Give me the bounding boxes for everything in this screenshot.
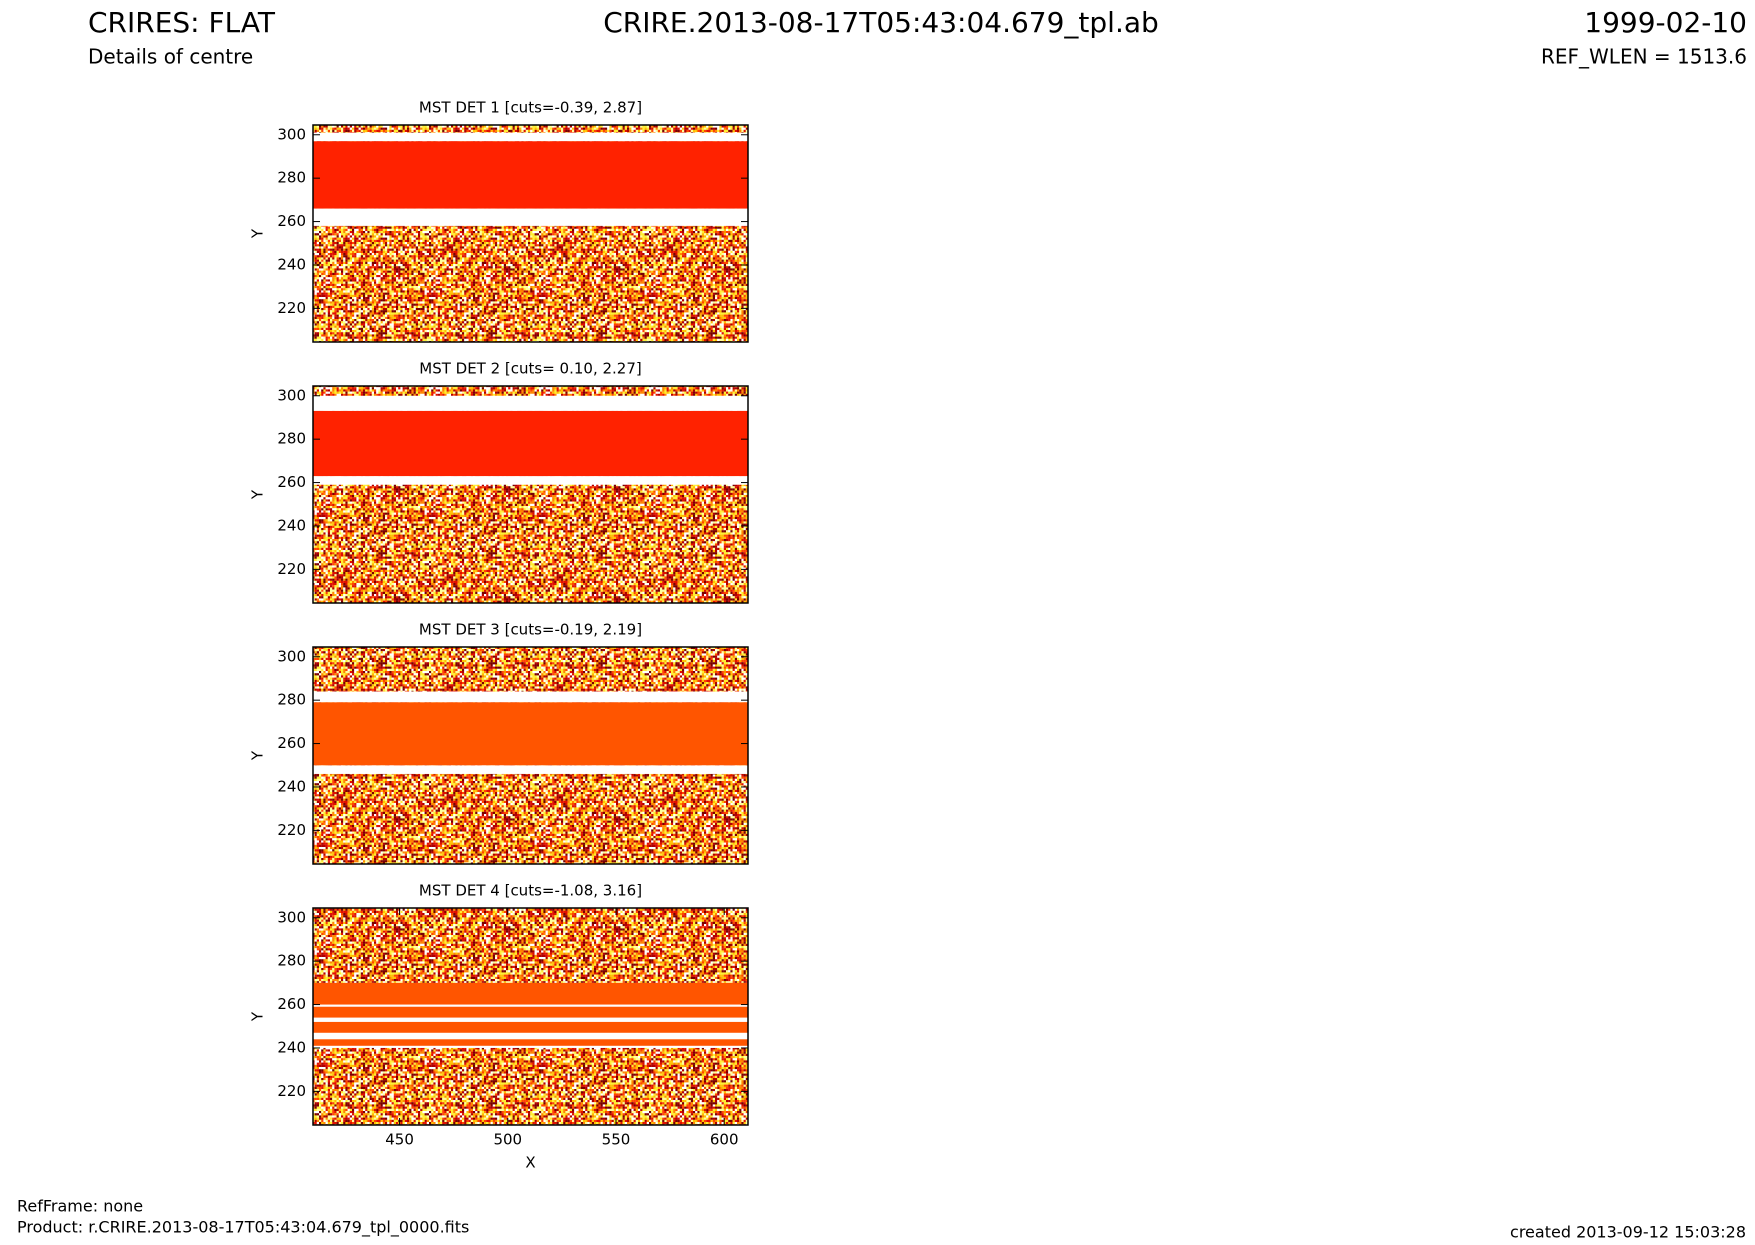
panel-title: MST DET 1 [cuts=-0.39, 2.87] — [419, 99, 642, 117]
page-title: CRIRES: FLAT — [88, 6, 276, 39]
band — [313, 208, 748, 226]
band — [313, 476, 748, 485]
band — [313, 1006, 748, 1018]
ref-wlen: REF_WLEN = 1513.6 — [1541, 45, 1747, 69]
band — [313, 395, 748, 411]
y-tick-label: 240 — [277, 1038, 306, 1056]
x-tick-label: 450 — [385, 1131, 414, 1149]
x-tick-label: 600 — [710, 1131, 739, 1149]
y-tick-label: 280 — [277, 169, 306, 187]
axes-frame — [312, 124, 749, 343]
band — [313, 132, 748, 142]
y-tick-label: 260 — [277, 473, 306, 491]
y-axis-label: Y — [249, 489, 267, 500]
y-axis-label: Y — [249, 228, 267, 239]
y-tick-label: 220 — [277, 299, 306, 317]
panel-title: MST DET 2 [cuts= 0.10, 2.27] — [419, 360, 642, 378]
refframe: RefFrame: none — [17, 1197, 143, 1216]
date: 1999-02-10 — [1584, 6, 1747, 39]
y-tick-label: 300 — [277, 125, 306, 143]
band — [313, 1039, 748, 1046]
band — [313, 765, 748, 774]
y-tick-label: 220 — [277, 1082, 306, 1100]
y-tick-label: 260 — [277, 995, 306, 1013]
y-tick-label: 240 — [277, 516, 306, 534]
y-tick-label: 280 — [277, 952, 306, 970]
product: Product: r.CRIRE.2013-08-17T05:43:04.679… — [17, 1218, 469, 1238]
axes-frame — [312, 907, 749, 1126]
band — [313, 691, 748, 703]
y-tick-label: 280 — [277, 691, 306, 709]
band — [313, 982, 748, 1005]
panel-title: MST DET 3 [cuts=-0.19, 2.19] — [419, 621, 642, 639]
created: created 2013-09-12 15:03:28 — [1510, 1223, 1746, 1242]
y-axis-label: Y — [249, 750, 267, 761]
y-tick-label: 240 — [277, 255, 306, 273]
panel-title: MST DET 4 [cuts=-1.08, 3.16] — [419, 882, 642, 900]
y-tick-label: 260 — [277, 212, 306, 230]
axes-frame — [312, 385, 749, 604]
band — [313, 410, 748, 477]
y-tick-label: 280 — [277, 430, 306, 448]
x-tick-label: 550 — [602, 1131, 631, 1149]
y-tick-label: 220 — [277, 821, 306, 839]
x-tick-label: 500 — [493, 1131, 522, 1149]
x-axis-label: X — [525, 1154, 535, 1172]
band — [313, 702, 748, 766]
band — [313, 141, 748, 209]
y-tick-label: 240 — [277, 777, 306, 795]
y-tick-label: 300 — [277, 647, 306, 665]
y-axis-label: Y — [249, 1011, 267, 1022]
file-name: CRIRE.2013-08-17T05:43:04.679_tpl.ab — [603, 6, 1159, 39]
y-tick-label: 220 — [277, 560, 306, 578]
y-tick-label: 300 — [277, 908, 306, 926]
axes-frame — [312, 646, 749, 865]
y-tick-label: 300 — [277, 386, 306, 404]
page-subtitle: Details of centre — [88, 45, 253, 69]
band — [313, 1021, 748, 1033]
y-tick-label: 260 — [277, 734, 306, 752]
